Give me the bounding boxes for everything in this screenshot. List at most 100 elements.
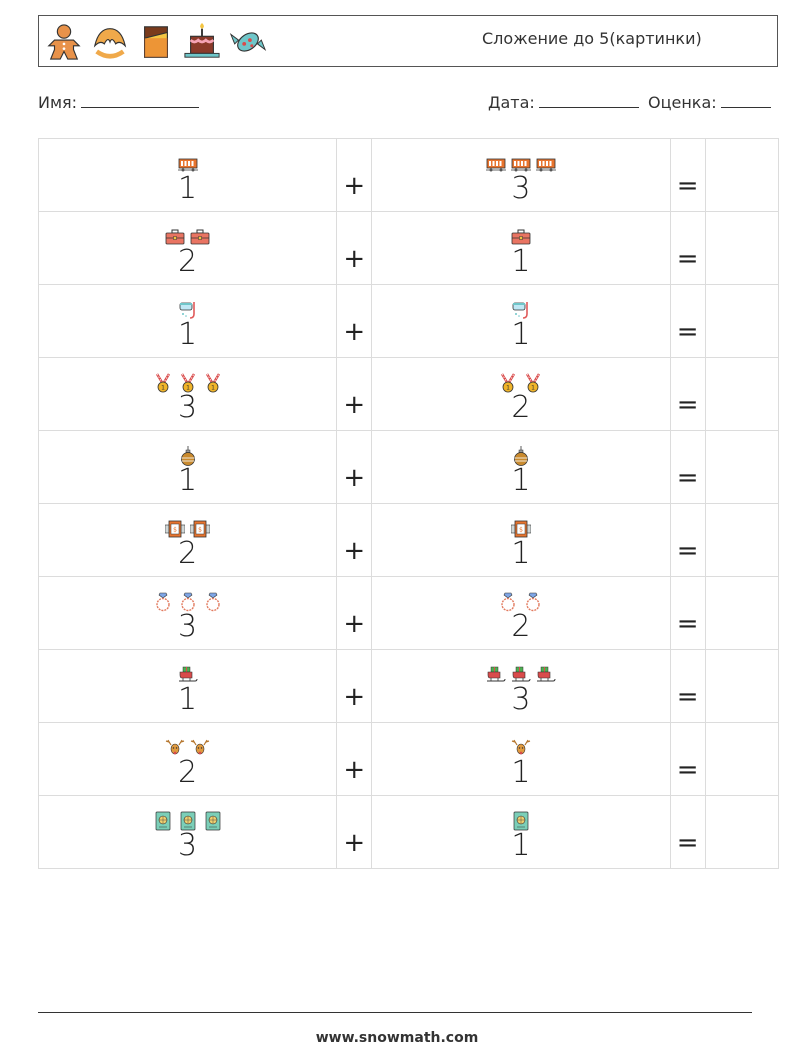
passport-icon (511, 811, 531, 831)
worksheet-header: Сложение до 5(картинки) (38, 15, 778, 67)
answer-box[interactable] (704, 430, 780, 504)
addend-number: 1 (511, 536, 531, 571)
problem-row: 1 +1 = (37, 430, 780, 504)
svg-text:$: $ (519, 527, 523, 534)
footer-url: www.snowmath.com (315, 1030, 479, 1046)
birthday-cake-icon (183, 23, 221, 61)
plus-cell: + (336, 284, 373, 358)
picture-group (39, 738, 336, 758)
answer-box[interactable] (704, 357, 780, 431)
train-wagon-icon (535, 154, 556, 174)
picture-group (372, 227, 669, 247)
christmas-ornament-icon (178, 446, 198, 466)
plus-cell: + (336, 722, 373, 796)
picture-group: $ $ (39, 519, 336, 539)
medal-icon: 1 (203, 373, 223, 393)
second-addend-cell: 2 (371, 576, 671, 650)
equals-sign: = (676, 755, 699, 785)
safe-box-icon: $ (510, 519, 531, 539)
grade-field: Оценка: (648, 93, 771, 112)
addend-number: 1 (178, 171, 198, 206)
plus-sign: + (343, 755, 366, 785)
svg-text:1: 1 (532, 385, 536, 392)
first-addend-cell: $ $2 (37, 503, 338, 577)
plus-cell: + (336, 357, 373, 431)
plus-sign: + (343, 317, 366, 347)
christmas-ornament-icon (511, 446, 531, 466)
first-addend-cell: 1 (37, 138, 338, 212)
croissant-icon (91, 23, 129, 61)
answer-box[interactable] (704, 649, 780, 723)
answer-box[interactable] (704, 503, 780, 577)
grade-blank[interactable] (720, 93, 771, 108)
answer-box[interactable] (704, 795, 780, 869)
date-field: Дата: (488, 93, 639, 112)
problem-row: 1 +3 = (37, 649, 780, 723)
addend-number: 3 (511, 171, 531, 206)
plus-cell: + (336, 795, 373, 869)
equals-cell: = (669, 430, 706, 504)
equals-sign: = (676, 390, 699, 420)
safe-box-icon: $ (165, 519, 186, 539)
first-addend-cell: 3 (37, 795, 338, 869)
name-blank[interactable] (81, 93, 200, 108)
picture-group (39, 300, 336, 320)
medal-icon: 1 (178, 373, 198, 393)
answer-box[interactable] (704, 284, 780, 358)
picture-group (372, 300, 669, 320)
answer-box[interactable] (704, 722, 780, 796)
addend-number: 1 (511, 755, 531, 790)
date-label: Дата: (488, 93, 535, 112)
date-blank[interactable] (538, 93, 639, 108)
addend-number: 2 (511, 609, 531, 644)
second-addend-cell: $1 (371, 503, 671, 577)
worksheet-title: Сложение до 5(картинки) (482, 29, 702, 48)
grade-label: Оценка: (648, 93, 717, 112)
problem-row: 3 +1 = (37, 795, 780, 869)
svg-text:1: 1 (186, 385, 190, 392)
addend-number: 1 (178, 463, 198, 498)
addend-number: 1 (511, 244, 531, 279)
addend-number: 2 (511, 390, 531, 425)
addend-number: 2 (178, 244, 198, 279)
equals-sign: = (676, 682, 699, 712)
sleigh-icon (511, 665, 531, 685)
medal-icon: 1 (498, 373, 518, 393)
equals-cell: = (669, 503, 706, 577)
equals-sign: = (676, 317, 699, 347)
safe-box-icon: $ (190, 519, 211, 539)
equals-sign: = (676, 828, 699, 858)
train-wagon-icon (177, 154, 198, 174)
answer-box[interactable] (704, 576, 780, 650)
sleigh-icon (486, 665, 506, 685)
medal-icon: 1 (153, 373, 173, 393)
picture-group (39, 154, 336, 174)
plus-sign: + (343, 682, 366, 712)
problem-row: 2 +1 = (37, 722, 780, 796)
addend-number: 1 (511, 317, 531, 352)
snorkel-mask-icon (178, 300, 198, 320)
picture-group (39, 446, 336, 466)
addend-number: 1 (511, 463, 531, 498)
addend-number: 3 (178, 828, 198, 863)
train-wagon-icon (510, 154, 531, 174)
picture-group (372, 154, 669, 174)
addend-number: 1 (178, 682, 198, 717)
problems-table: 1 +3 = 2 +1 = 1 +1 = 1 1 1 3 +1 1 2 = 1 +1 = $ $2 + $1 = 3 +2 = 1 +3 =… (37, 138, 780, 869)
problem-row: 3 +2 = (37, 576, 780, 650)
diamond-ring-icon (178, 592, 198, 612)
picture-group: 1 1 1 (39, 373, 336, 393)
problem-row: 1 +3 = (37, 138, 780, 212)
plus-cell: + (336, 503, 373, 577)
addend-number: 1 (178, 317, 198, 352)
equals-cell: = (669, 722, 706, 796)
addend-number: 3 (511, 682, 531, 717)
answer-box[interactable] (704, 211, 780, 285)
plus-cell: + (336, 211, 373, 285)
diamond-ring-icon (498, 592, 518, 612)
answer-box[interactable] (704, 138, 780, 212)
problem-row: 1 +1 = (37, 284, 780, 358)
